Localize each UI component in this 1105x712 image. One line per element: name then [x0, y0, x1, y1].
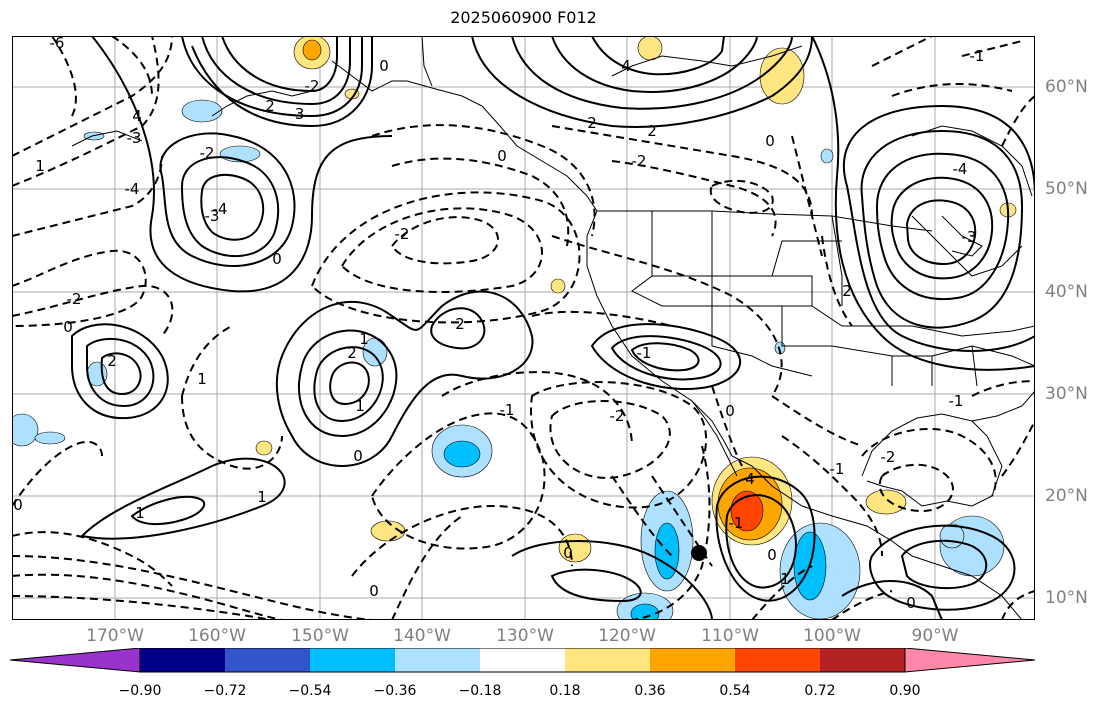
contour-label: -1	[729, 514, 744, 532]
colorbar-tick-label: 0.90	[889, 683, 921, 699]
contour-label: 1	[359, 330, 369, 348]
contour-label: 0	[767, 546, 777, 564]
lon-label: 110°W	[701, 626, 759, 646]
colorbar-tick-label: −0.36	[373, 683, 417, 699]
lon-label: 170°W	[86, 626, 144, 646]
map-title: 2025060900 F012	[450, 8, 597, 27]
contour-label: 4	[621, 57, 631, 75]
contour-label: 4	[745, 470, 755, 488]
contour-label: -2	[632, 152, 647, 170]
colorbar-tick-label: −0.72	[203, 683, 247, 699]
contour-label: 0	[725, 402, 735, 420]
contour-label: 2	[455, 315, 465, 333]
contour-label: 2	[347, 344, 357, 362]
lon-label: 90°W	[911, 626, 959, 646]
colorbar	[10, 648, 1036, 673]
solid-contours	[71, 36, 1035, 620]
contour-label: 1	[355, 397, 365, 415]
contour-label: 0	[765, 132, 775, 150]
colorbar-tick-label: 0.18	[549, 683, 581, 699]
graticule	[12, 36, 1035, 620]
lat-label: 50°N	[1045, 179, 1088, 199]
contour-label: -3	[127, 129, 142, 147]
colorbar-tick-label: 0.72	[804, 683, 836, 699]
contour-label: 0	[353, 447, 363, 465]
contour-label: -2	[67, 290, 82, 308]
contour-label: -4	[213, 200, 228, 218]
contour-label: -1	[637, 344, 652, 362]
contour-label: -2	[881, 448, 896, 466]
lat-label: 60°N	[1045, 77, 1088, 97]
contour-label: 2	[107, 352, 117, 370]
contour-label: 0	[379, 57, 389, 75]
colorbar-segment	[735, 648, 820, 672]
colorbar-tick-label: −0.90	[118, 683, 162, 699]
colorbar-segment	[650, 648, 735, 672]
lon-label: 130°W	[496, 626, 554, 646]
colorbar-segment	[395, 648, 480, 672]
colorbar-tick-label: 0.36	[634, 683, 666, 699]
lon-label: 160°W	[188, 626, 246, 646]
contour-label: 0	[13, 496, 23, 514]
contour-label: 0	[563, 544, 573, 562]
lon-label: 140°W	[393, 626, 451, 646]
contour-label: 0	[369, 582, 379, 600]
contour-label: -2	[395, 225, 410, 243]
colorbar-extend-low	[10, 648, 141, 673]
contour-label: -3	[962, 228, 977, 246]
contour-label: 0	[497, 147, 507, 165]
contour-label: 4	[132, 107, 142, 125]
map-panel: -6 -2 0 2 4 -3 -3 -2 1 -4 -3 -4 4 2 0 -2…	[12, 36, 1035, 620]
contour-label: -1	[830, 460, 845, 478]
contour-label: 1	[257, 488, 267, 506]
contour-label: 1	[197, 370, 207, 388]
contour-label: -3	[290, 105, 305, 123]
lat-label: 40°N	[1045, 282, 1088, 302]
storm-center-marker	[691, 545, 707, 561]
contour-label: -2	[200, 144, 215, 162]
contour-label: 0	[906, 594, 916, 612]
lat-label: 20°N	[1045, 486, 1088, 506]
lon-label: 120°W	[598, 626, 656, 646]
colorbar-tick-label: −0.18	[458, 683, 502, 699]
contour-label: 2	[265, 97, 275, 115]
colorbar-segment	[820, 648, 905, 672]
contour-label: -1	[970, 47, 985, 65]
contour-label: -3	[205, 207, 220, 225]
contour-label: -2	[305, 77, 320, 95]
contour-label: 1	[135, 504, 145, 522]
map-frame	[12, 36, 1035, 620]
dashed-contours	[12, 36, 1035, 620]
colorbar-segment	[565, 648, 650, 672]
shaded-field	[12, 36, 1017, 620]
lon-label: 100°W	[803, 626, 861, 646]
colorbar-tick-label: −0.54	[288, 683, 332, 699]
colorbar-tick-label: 0.54	[719, 683, 751, 699]
contour-label: 0	[63, 318, 73, 336]
colorbar-segment	[225, 648, 310, 672]
contour-label: 2	[587, 114, 597, 132]
contour-label: 2	[647, 122, 657, 140]
colorbar-extend-high	[904, 648, 1036, 673]
contour-label: 1	[780, 570, 790, 588]
colorbar-segment	[310, 648, 395, 672]
lon-label: 150°W	[291, 626, 349, 646]
contour-label: 1	[35, 157, 45, 175]
contour-label: -1	[949, 392, 964, 410]
contour-label: -2	[610, 407, 625, 425]
contour-label-group: -6 -2 0 2 4 -3 -3 -2 1 -4 -3 -4 4 2 0 -2…	[13, 36, 984, 612]
contour-label: -4	[125, 180, 140, 198]
contour-label: -1	[500, 401, 515, 419]
lat-label: 30°N	[1045, 384, 1088, 404]
colorbar-segment	[480, 648, 565, 672]
contour-label: -6	[50, 36, 65, 52]
colorbar-segment	[140, 648, 225, 672]
contour-label: 0	[272, 250, 282, 268]
contour-label: -4	[953, 160, 968, 178]
lat-label: 10°N	[1045, 588, 1088, 608]
contour-label: 2	[842, 282, 852, 300]
